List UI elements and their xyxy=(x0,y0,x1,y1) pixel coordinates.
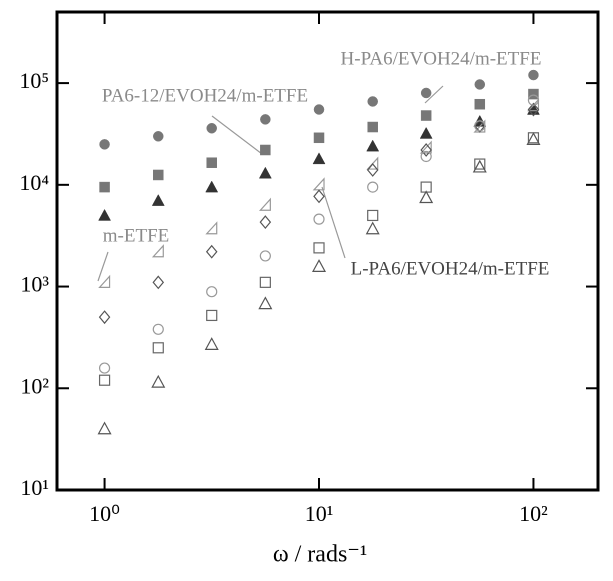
marker xyxy=(258,296,273,310)
marker xyxy=(258,166,272,179)
leader-line xyxy=(211,115,263,155)
marker xyxy=(527,94,540,106)
marker xyxy=(366,163,379,177)
marker xyxy=(313,132,325,144)
marker xyxy=(259,250,271,262)
marker xyxy=(528,69,539,81)
marker xyxy=(206,309,218,322)
marker xyxy=(153,169,164,181)
marker xyxy=(259,276,271,288)
marker xyxy=(420,143,432,157)
marker xyxy=(419,190,434,204)
marker xyxy=(313,104,325,115)
marker xyxy=(98,362,111,374)
marker xyxy=(98,310,111,325)
x-tick-label: 10² xyxy=(519,501,548,526)
marker xyxy=(151,194,165,206)
marker xyxy=(313,189,325,204)
marker xyxy=(526,132,541,145)
annotation: H-PA6/EVOH24/m-ETFE xyxy=(341,48,542,69)
marker xyxy=(99,139,110,150)
annotation: PA6-12/EVOH24/m-ETFE xyxy=(102,85,308,106)
marker xyxy=(527,102,540,117)
marker xyxy=(152,275,165,290)
marker xyxy=(367,121,378,133)
marker xyxy=(367,209,379,222)
marker xyxy=(365,221,380,235)
x-tick-label: 10¹ xyxy=(305,501,334,526)
marker xyxy=(153,131,164,142)
marker xyxy=(366,139,380,152)
marker xyxy=(367,96,378,107)
marker xyxy=(152,323,164,335)
marker xyxy=(206,122,217,134)
y-tick-label: 10⁵ xyxy=(19,68,49,93)
marker xyxy=(474,79,486,90)
marker xyxy=(98,274,111,288)
x-axis-label: ω / rads⁻¹ xyxy=(273,542,367,568)
marker xyxy=(474,158,486,170)
marker xyxy=(420,87,432,99)
marker xyxy=(151,244,164,258)
marker xyxy=(258,197,271,211)
marker xyxy=(152,342,164,354)
marker xyxy=(528,88,539,100)
marker xyxy=(311,259,327,272)
leader-line xyxy=(424,85,444,104)
marker xyxy=(419,126,433,139)
marker xyxy=(259,215,272,230)
marker xyxy=(419,140,432,154)
marker xyxy=(420,150,432,163)
marker xyxy=(205,221,218,235)
marker xyxy=(206,286,218,298)
x-tick-label: 10⁰ xyxy=(89,501,120,526)
marker xyxy=(260,144,271,156)
plot-frame xyxy=(55,10,600,492)
marker xyxy=(205,180,219,193)
marker xyxy=(206,157,217,168)
marker xyxy=(97,421,112,435)
marker xyxy=(260,114,271,125)
marker xyxy=(98,374,111,386)
marker xyxy=(474,118,486,133)
marker xyxy=(98,208,111,221)
annotation-leaders xyxy=(97,85,444,282)
y-tick-label: 10⁴ xyxy=(19,170,49,195)
y-tick-label: 10¹ xyxy=(20,475,49,500)
marker xyxy=(474,120,486,132)
marker xyxy=(313,213,325,225)
marker xyxy=(367,181,379,193)
leader-line xyxy=(97,251,109,282)
annotation: m-ETFE xyxy=(103,225,170,246)
marker xyxy=(151,374,166,388)
marker xyxy=(312,152,326,165)
marker xyxy=(472,159,487,173)
marker xyxy=(313,242,325,254)
marker xyxy=(204,337,219,350)
y-tick-label: 10³ xyxy=(20,272,49,297)
marker xyxy=(205,244,218,259)
marker xyxy=(474,98,486,110)
marker xyxy=(99,181,110,193)
marker xyxy=(420,110,432,121)
y-tick-label: 10² xyxy=(20,373,49,398)
leader-line xyxy=(321,186,346,259)
annotation: L-PA6/EVOH24/m-ETFE xyxy=(351,258,550,279)
